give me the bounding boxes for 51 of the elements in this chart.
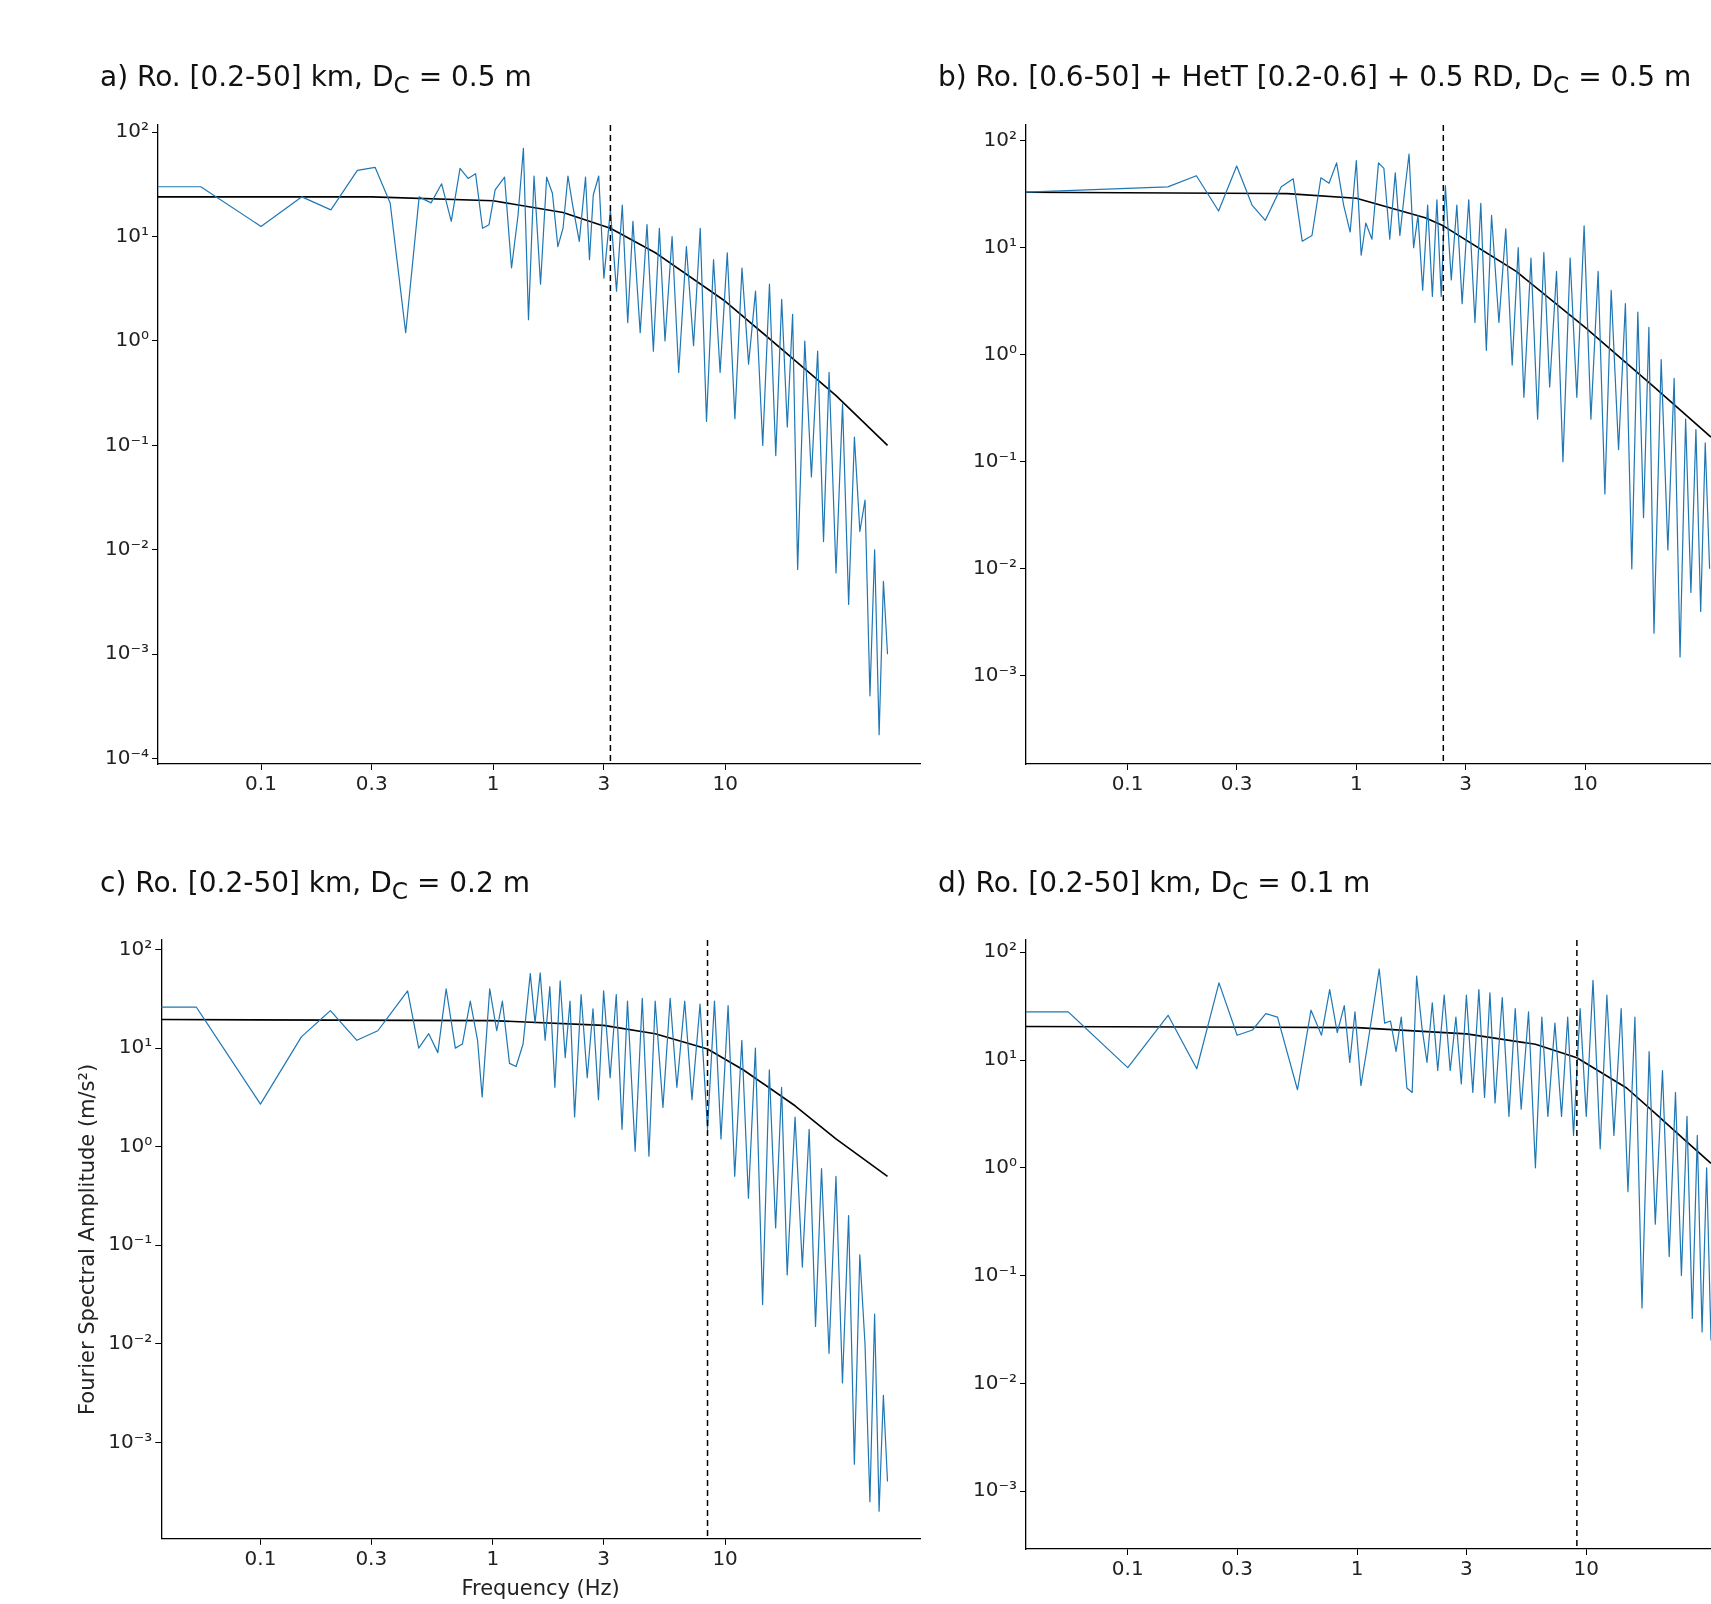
y-tick-label: 10¹ [983, 1046, 1018, 1071]
x-tick-label: 3 [1460, 1556, 1473, 1581]
chart-title: d) Ro. [0.2-50] km, D$_{C}$ = 0.1 m [938, 866, 1371, 905]
x-tick-label: 3 [597, 1546, 610, 1570]
y-tick-label: 10⁻² [972, 1369, 1018, 1394]
y-tick-label: 10⁻¹ [104, 431, 150, 456]
y-tick-label: 10² [118, 935, 153, 960]
chart-title: c) Ro. [0.2-50] km, D$_{C}$ = 0.2 m [100, 866, 530, 905]
x-tick-label: 0.1 [1111, 1556, 1144, 1581]
y-tick-label: 10² [115, 118, 150, 143]
y-tick-label: 10⁻¹ [108, 1231, 153, 1256]
y-tick-label: 10⁰ [983, 340, 1018, 365]
y-tick-label: 10² [983, 938, 1018, 963]
y-tick-label: 10⁰ [118, 1132, 153, 1157]
y-tick-label: 10⁻¹ [972, 1261, 1018, 1286]
y-tick-label: 10⁻³ [108, 1428, 153, 1453]
y-tick-label: 10⁻² [972, 554, 1018, 579]
x-tick-label: 10 [712, 771, 738, 796]
y-tick-label: 10⁻⁴ [104, 744, 150, 769]
x-tick-label: 10 [1573, 1556, 1599, 1581]
x-tick-label: 0.3 [355, 771, 388, 796]
x-tick-label: 3 [597, 771, 611, 796]
x-tick-label: 0.3 [355, 1546, 388, 1570]
y-tick-label: 10¹ [983, 233, 1018, 258]
chart-title: a) Ro. [0.2-50] km, D$_{C}$ = 0.5 m [100, 60, 532, 99]
x-tick-label: 0.3 [1220, 771, 1253, 796]
x-tick-label: 1 [486, 1546, 500, 1570]
y-tick-label: 10⁰ [115, 327, 150, 352]
x-tick-label: 0.1 [245, 771, 277, 796]
x-tick-label: 1 [1349, 771, 1363, 796]
y-tick-label: 10⁻³ [104, 640, 150, 665]
x-tick-label: 10 [1572, 771, 1598, 796]
y-tick-label: 10⁰ [983, 1154, 1018, 1178]
x-axis-title: Frequency (Hz) [461, 1575, 620, 1600]
x-tick-label: 3 [1459, 771, 1472, 796]
y-tick-label: 10⁻² [104, 536, 150, 561]
x-tick-label: 1 [1350, 1556, 1364, 1581]
x-tick-label: 0.1 [1111, 771, 1144, 796]
y-tick-label: 10⁻² [108, 1329, 153, 1354]
y-tick-label: 10¹ [118, 1034, 153, 1059]
x-tick-label: 0.3 [1221, 1556, 1254, 1581]
y-tick-label: 10⁻³ [972, 1477, 1018, 1502]
chart-title: b) Ro. [0.6-50] + HetT [0.2-0.6] + 0.5 RD, D$_{C}$ = 0.5 m [938, 60, 1692, 99]
x-tick-label: 1 [486, 771, 500, 796]
y-tick-label: 10⁻¹ [972, 447, 1018, 472]
x-tick-label: 10 [712, 1546, 738, 1570]
y-tick-label: 10² [983, 126, 1018, 151]
y-tick-label: 10¹ [115, 222, 150, 247]
x-tick-label: 0.1 [244, 1546, 277, 1570]
y-axis-title: Fourier Spectral Amplitude (m/s²) [75, 1063, 100, 1415]
y-tick-label: 10⁻³ [972, 662, 1018, 687]
